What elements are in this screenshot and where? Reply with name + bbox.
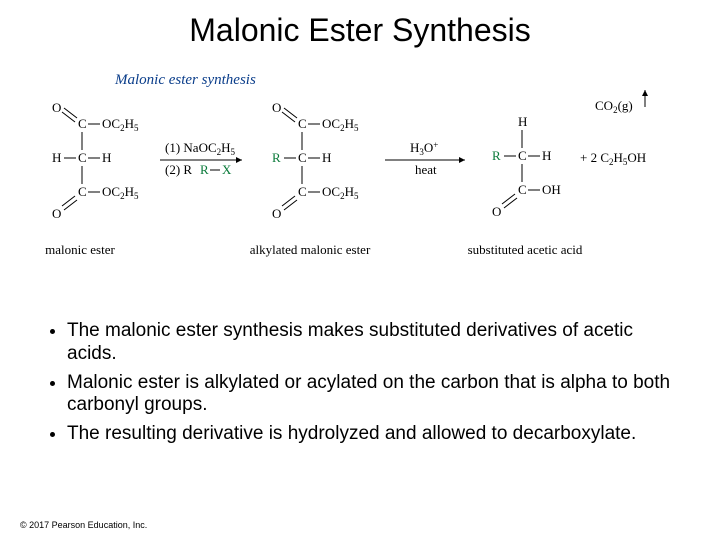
svg-text:C: C [78, 184, 87, 199]
alkylated-structure: C O OC2H5 R C H C O OC2H5 [272, 100, 359, 221]
svg-text:O: O [492, 204, 501, 219]
page-title: Malonic Ester Synthesis [0, 0, 720, 49]
svg-text:OH: OH [542, 182, 561, 197]
svg-text:H: H [52, 150, 61, 165]
malonic-ester-structure: C O OC2H5 H C H C O OC2H5 [52, 100, 139, 221]
svg-text:+ 2 C2H5OH: + 2 C2H5OH [580, 150, 646, 167]
svg-text:H: H [322, 150, 331, 165]
product-structure: H R C H C O OH [492, 114, 561, 219]
alkylated-label: alkylated malonic ester [250, 242, 371, 257]
copyright-text: © 2017 Pearson Education, Inc. [20, 520, 147, 530]
svg-text:C: C [298, 184, 307, 199]
svg-text:O: O [272, 100, 281, 115]
svg-text:C: C [298, 150, 307, 165]
svg-text:(1) NaOC2H5: (1) NaOC2H5 [165, 140, 236, 157]
arrow-step1: (1) NaOC2H5 (2) R R X [160, 140, 242, 177]
svg-text:R: R [200, 162, 209, 177]
svg-text:H3O+: H3O+ [410, 140, 438, 157]
svg-text:H: H [518, 114, 527, 129]
malonic-ester-label: malonic ester [45, 242, 115, 257]
svg-text:C: C [518, 148, 527, 163]
svg-text:(2) R: (2) R [165, 162, 192, 177]
svg-text:O: O [52, 100, 61, 115]
scheme-name: Malonic ester synthesis [114, 72, 256, 88]
svg-text:C: C [78, 150, 87, 165]
product-label: substituted acetic acid [468, 242, 583, 257]
svg-text:OC2H5: OC2H5 [322, 184, 359, 201]
svg-text:C: C [78, 116, 87, 131]
bullet-3: The resulting derivative is hydrolyzed a… [67, 423, 680, 446]
svg-text:OC2H5: OC2H5 [102, 184, 139, 201]
byproducts: CO2(g) + 2 C2H5OH [580, 90, 648, 167]
svg-text:H: H [542, 148, 551, 163]
svg-text:C: C [518, 182, 527, 197]
svg-text:CO2(g): CO2(g) [595, 98, 633, 115]
svg-text:OC2H5: OC2H5 [322, 116, 359, 133]
svg-text:heat: heat [415, 162, 437, 177]
svg-text:O: O [52, 206, 61, 221]
arrow-step2: H3O+ heat [385, 140, 465, 177]
bullet-list: The malonic ester synthesis makes substi… [45, 320, 680, 452]
svg-text:O: O [272, 206, 281, 221]
svg-text:X: X [222, 162, 232, 177]
svg-text:H: H [102, 150, 111, 165]
bullet-1: The malonic ester synthesis makes substi… [67, 320, 680, 366]
svg-text:OC2H5: OC2H5 [102, 116, 139, 133]
bullet-2: Malonic ester is alkylated or acylated o… [67, 372, 680, 418]
svg-text:C: C [298, 116, 307, 131]
svg-text:R: R [272, 150, 281, 165]
svg-text:R: R [492, 148, 501, 163]
reaction-scheme: Malonic ester synthesis C O OC2H5 H C H … [20, 72, 700, 257]
